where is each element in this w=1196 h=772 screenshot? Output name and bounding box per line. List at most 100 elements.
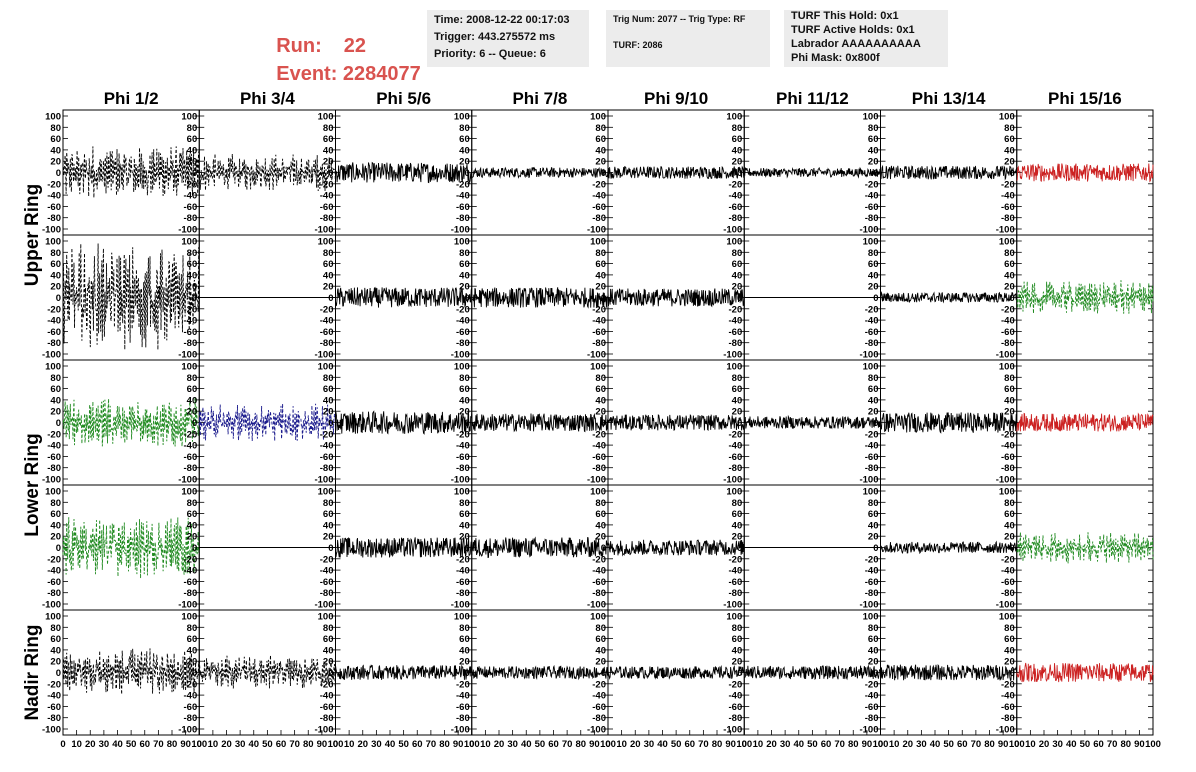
waveform-trace — [198, 655, 336, 690]
y-tick-label: -20 — [865, 429, 879, 440]
y-tick-label: 40 — [1004, 395, 1015, 406]
y-tick-label: -20 — [1001, 554, 1015, 565]
y-tick-label: 60 — [732, 259, 743, 270]
y-tick-label: 60 — [50, 634, 61, 645]
x-tick-label: 40 — [521, 739, 532, 750]
y-tick-label: 80 — [868, 123, 879, 134]
x-tick-label: 80 — [167, 739, 178, 750]
y-tick-label: -100 — [178, 725, 197, 736]
x-tick-label: 90 — [589, 739, 600, 750]
y-tick-label: 60 — [1004, 384, 1015, 395]
y-tick-label: -40 — [320, 566, 334, 577]
x-tick-label: 80 — [303, 739, 314, 750]
column-header: Phi 3/4 — [240, 89, 295, 108]
y-tick-label: 100 — [863, 237, 879, 248]
y-tick-label: 60 — [323, 259, 334, 270]
y-tick-label: 40 — [187, 395, 198, 406]
y-tick-label: -100 — [587, 225, 606, 236]
y-tick-label: 0 — [192, 668, 197, 679]
y-tick-label: -80 — [184, 338, 198, 349]
x-tick-label: 80 — [848, 739, 859, 750]
y-tick-label: -100 — [42, 725, 61, 736]
y-tick-label: -100 — [587, 475, 606, 486]
y-tick-label: 20 — [187, 282, 198, 293]
y-tick-label: -20 — [320, 679, 334, 690]
y-tick-label: -60 — [456, 452, 470, 463]
y-tick-label: 0 — [328, 293, 333, 304]
waveform-trace — [335, 664, 473, 680]
y-tick-label: -40 — [729, 316, 743, 327]
y-tick-label: 80 — [868, 498, 879, 509]
y-tick-label: -80 — [47, 713, 61, 724]
y-tick-label: 100 — [999, 237, 1015, 248]
y-tick-label: -40 — [184, 566, 198, 577]
y-tick-label: -60 — [1001, 577, 1015, 588]
y-tick-label: 100 — [726, 112, 742, 123]
y-tick-label: -20 — [592, 429, 606, 440]
y-tick-label: 80 — [595, 623, 606, 634]
y-tick-label: -60 — [865, 452, 879, 463]
y-tick-label: 60 — [1004, 509, 1015, 520]
y-tick-label: 0 — [56, 543, 61, 554]
x-tick-label: 40 — [385, 739, 396, 750]
y-tick-label: -20 — [456, 679, 470, 690]
y-tick-label: -20 — [320, 179, 334, 190]
y-tick-label: 100 — [45, 362, 61, 373]
y-tick-label: 60 — [868, 384, 879, 395]
y-tick-label: 60 — [50, 259, 61, 270]
y-tick-label: 40 — [459, 270, 470, 281]
y-tick-label: 100 — [181, 487, 197, 498]
y-tick-label: -60 — [47, 327, 61, 338]
y-tick-label: 100 — [45, 112, 61, 123]
y-tick-label: 0 — [1009, 168, 1014, 179]
y-tick-label: -40 — [729, 441, 743, 452]
y-tick-label: -80 — [47, 588, 61, 599]
y-tick-label: -60 — [184, 702, 198, 713]
y-tick-label: 0 — [601, 168, 606, 179]
y-tick-label: 80 — [50, 373, 61, 384]
y-tick-label: -40 — [1001, 691, 1015, 702]
y-tick-label: -40 — [320, 441, 334, 452]
y-tick-label: -80 — [729, 713, 743, 724]
y-tick-label: 60 — [595, 134, 606, 145]
y-tick-label: -100 — [178, 225, 197, 236]
y-tick-label: -40 — [184, 441, 198, 452]
y-tick-label: 40 — [459, 145, 470, 156]
y-tick-label: -20 — [729, 679, 743, 690]
y-tick-label: 20 — [187, 157, 198, 168]
y-tick-label: -100 — [451, 225, 470, 236]
y-tick-label: -20 — [47, 554, 61, 565]
y-tick-label: -100 — [314, 600, 333, 611]
y-tick-label: 40 — [187, 520, 198, 531]
y-tick-label: -60 — [729, 577, 743, 588]
waveform-trace — [471, 287, 609, 309]
y-tick-label: 40 — [50, 145, 61, 156]
y-tick-label: 40 — [868, 395, 879, 406]
y-tick-label: -40 — [592, 566, 606, 577]
y-tick-label: -40 — [456, 566, 470, 577]
y-tick-label: 100 — [726, 362, 742, 373]
y-tick-label: 80 — [1004, 623, 1015, 634]
y-tick-label: -20 — [592, 554, 606, 565]
x-tick-label: 80 — [1120, 739, 1131, 750]
y-tick-label: 0 — [1009, 293, 1014, 304]
y-tick-label: 60 — [732, 509, 743, 520]
y-tick-label: 80 — [323, 623, 334, 634]
waveform-trace — [743, 414, 881, 430]
column-header: Phi 7/8 — [512, 89, 567, 108]
x-tick-label: 0 — [333, 739, 338, 750]
y-tick-label: -100 — [996, 725, 1015, 736]
y-tick-label: 100 — [45, 487, 61, 498]
y-tick-label: 20 — [459, 157, 470, 168]
y-tick-label: 0 — [737, 418, 742, 429]
y-tick-label: 40 — [595, 270, 606, 281]
y-tick-label: 60 — [732, 134, 743, 145]
waveform-trace — [1016, 163, 1154, 183]
y-tick-label: -20 — [456, 179, 470, 190]
y-tick-label: 60 — [187, 134, 198, 145]
y-tick-label: -60 — [184, 452, 198, 463]
y-tick-label: -20 — [729, 304, 743, 315]
y-tick-label: 20 — [732, 282, 743, 293]
y-tick-label: -80 — [456, 588, 470, 599]
y-tick-label: -80 — [592, 588, 606, 599]
